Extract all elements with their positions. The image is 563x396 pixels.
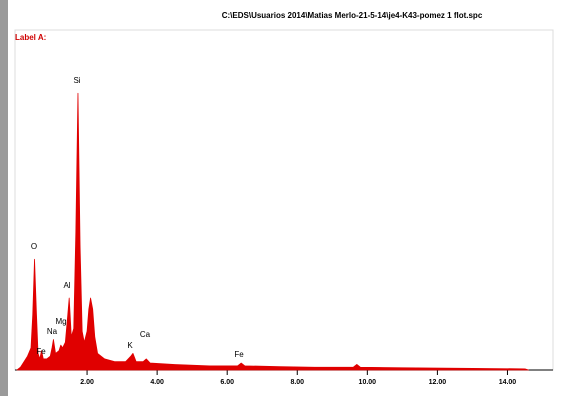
side-strip <box>0 0 8 396</box>
x-tick-label: 8.00 <box>290 379 304 386</box>
peak-label: O <box>31 242 37 251</box>
peak-label: Ca <box>140 330 151 339</box>
peak-label: Fe <box>36 347 46 356</box>
peak-label: Si <box>73 76 80 85</box>
x-tick-label: 2.00 <box>80 379 94 386</box>
peak-label: Na <box>47 327 58 336</box>
x-tick-label: 12.00 <box>429 379 447 386</box>
peak-label: K <box>127 341 133 350</box>
page: {"chart_data": { "type": "area", "title"… <box>0 0 563 396</box>
peak-label: Al <box>63 281 70 290</box>
x-tick-label: 10.00 <box>359 379 377 386</box>
x-tick-label: 4.00 <box>150 379 164 386</box>
chart-subtitle: Label A: <box>15 33 46 42</box>
chart-title: C:\EDS\Usuarios 2014\Matias Merlo-21-5-1… <box>222 11 483 20</box>
peak-label: Mg <box>55 317 66 326</box>
x-tick-label: 14.00 <box>499 379 517 386</box>
chart: C:\EDS\Usuarios 2014\Matias Merlo-21-5-1… <box>0 0 563 396</box>
x-tick-label: 6.00 <box>220 379 234 386</box>
peak-label: Fe <box>234 350 244 359</box>
